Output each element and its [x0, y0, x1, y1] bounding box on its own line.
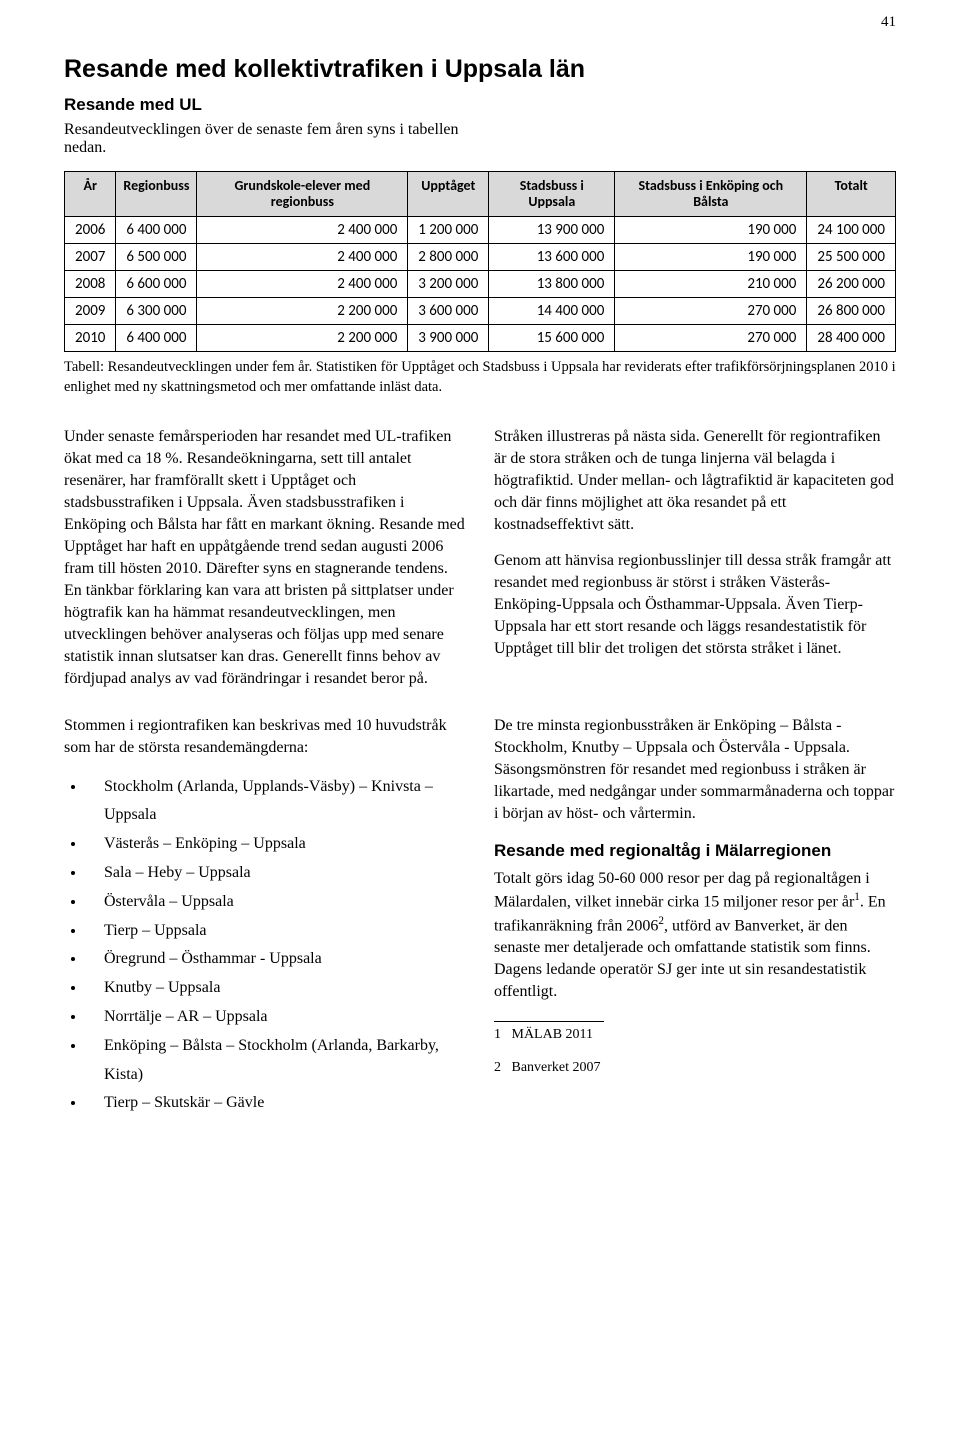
table-row: 20076 500 0002 400 0002 800 00013 600 00…	[65, 244, 896, 271]
list-item: Enköping – Bålsta – Stockholm (Arlanda, …	[86, 1032, 466, 1090]
table-cell: 13 900 000	[489, 217, 615, 244]
table-cell: 24 100 000	[807, 217, 896, 244]
footnote: 1 MÄLAB 2011	[494, 1026, 896, 1044]
table-cell: 2008	[65, 271, 116, 298]
table-cell: 26 800 000	[807, 298, 896, 325]
list-item: Sala – Heby – Uppsala	[86, 859, 466, 888]
routes-list: Stockholm (Arlanda, Upplands-Väsby) – Kn…	[64, 773, 466, 1119]
table-header-cell: Stadsbuss i Uppsala	[489, 172, 615, 217]
table-header-cell: Regionbuss	[116, 172, 197, 217]
list-item: Norrtälje – AR – Uppsala	[86, 1003, 466, 1032]
page-number: 41	[881, 14, 896, 31]
table-cell: 6 500 000	[116, 244, 197, 271]
list-item: Östervåla – Uppsala	[86, 888, 466, 917]
table-cell: 2 400 000	[197, 271, 408, 298]
table-cell: 2009	[65, 298, 116, 325]
table-row: 20096 300 0002 200 0003 600 00014 400 00…	[65, 298, 896, 325]
table-cell: 270 000	[615, 325, 807, 352]
table-cell: 190 000	[615, 217, 807, 244]
table-cell: 14 400 000	[489, 298, 615, 325]
table-cell: 2 800 000	[408, 244, 489, 271]
table-cell: 13 800 000	[489, 271, 615, 298]
list-item: Öregrund – Östhammar - Uppsala	[86, 945, 466, 974]
column-left: Under senaste femårsperioden har resande…	[64, 426, 466, 705]
column-right: Stråken illustreras på nästa sida. Gener…	[494, 426, 896, 705]
table-cell: 3 900 000	[408, 325, 489, 352]
footnote-rule	[494, 1021, 604, 1022]
two-column-block-2: Stommen i regiontrafiken kan beskrivas m…	[64, 715, 896, 1133]
table-cell: 2 400 000	[197, 244, 408, 271]
table-cell: 2006	[65, 217, 116, 244]
body-paragraph: Totalt görs idag 50-60 000 resor per dag…	[494, 868, 896, 1003]
table-cell: 6 300 000	[116, 298, 197, 325]
list-item: Stockholm (Arlanda, Upplands-Väsby) – Kn…	[86, 773, 466, 831]
table-row: 20106 400 0002 200 0003 900 00015 600 00…	[65, 325, 896, 352]
body-paragraph: De tre minsta regionbusstråken är Enköpi…	[494, 715, 896, 825]
column-left: Stommen i regiontrafiken kan beskrivas m…	[64, 715, 466, 1133]
table-cell: 2007	[65, 244, 116, 271]
table-cell: 15 600 000	[489, 325, 615, 352]
table-cell: 28 400 000	[807, 325, 896, 352]
section-intro: Resandeutvecklingen över de senaste fem …	[64, 121, 484, 157]
list-item: Tierp – Uppsala	[86, 917, 466, 946]
table-header-cell: Stadsbuss i Enköping och Bålsta	[615, 172, 807, 217]
table-cell: 3 200 000	[408, 271, 489, 298]
table-cell: 2 400 000	[197, 217, 408, 244]
table-cell: 6 400 000	[116, 325, 197, 352]
routes-intro: Stommen i regiontrafiken kan beskrivas m…	[64, 715, 466, 759]
table-cell: 6 400 000	[116, 217, 197, 244]
table-row: 20086 600 0002 400 0003 200 00013 800 00…	[65, 271, 896, 298]
table-header-cell: Totalt	[807, 172, 896, 217]
body-paragraph: Under senaste femårsperioden har resande…	[64, 426, 466, 691]
table-cell: 25 500 000	[807, 244, 896, 271]
travel-table: ÅrRegionbussGrundskole-elever med region…	[64, 171, 896, 352]
table-header-cell: Grundskole-elever med regionbuss	[197, 172, 408, 217]
page-title: Resande med kollektivtrafiken i Uppsala …	[64, 54, 896, 85]
table-row: 20066 400 0002 400 0001 200 00013 900 00…	[65, 217, 896, 244]
section-heading-malar: Resande med regionaltåg i Mälarregionen	[494, 839, 896, 862]
table-cell: 26 200 000	[807, 271, 896, 298]
body-paragraph: Stråken illustreras på nästa sida. Gener…	[494, 426, 896, 536]
table-cell: 1 200 000	[408, 217, 489, 244]
table-cell: 190 000	[615, 244, 807, 271]
table-cell: 2010	[65, 325, 116, 352]
list-item: Knutby – Uppsala	[86, 974, 466, 1003]
table-cell: 270 000	[615, 298, 807, 325]
footnote: 2 Banverket 2007	[494, 1059, 896, 1077]
list-item: Tierp – Skutskär – Gävle	[86, 1089, 466, 1118]
table-cell: 2 200 000	[197, 298, 408, 325]
table-cell: 13 600 000	[489, 244, 615, 271]
table-cell: 210 000	[615, 271, 807, 298]
table-cell: 3 600 000	[408, 298, 489, 325]
section-heading-ul: Resande med UL	[64, 95, 896, 115]
list-item: Västerås – Enköping – Uppsala	[86, 830, 466, 859]
table-cell: 6 600 000	[116, 271, 197, 298]
table-cell: 2 200 000	[197, 325, 408, 352]
column-right: De tre minsta regionbusstråken är Enköpi…	[494, 715, 896, 1133]
table-header-cell: Upptåget	[408, 172, 489, 217]
two-column-block-1: Under senaste femårsperioden har resande…	[64, 426, 896, 705]
body-paragraph: Genom att hänvisa regionbusslinjer till …	[494, 550, 896, 660]
table-caption: Tabell: Resandeutvecklingen under fem år…	[64, 358, 896, 397]
table-header-cell: År	[65, 172, 116, 217]
